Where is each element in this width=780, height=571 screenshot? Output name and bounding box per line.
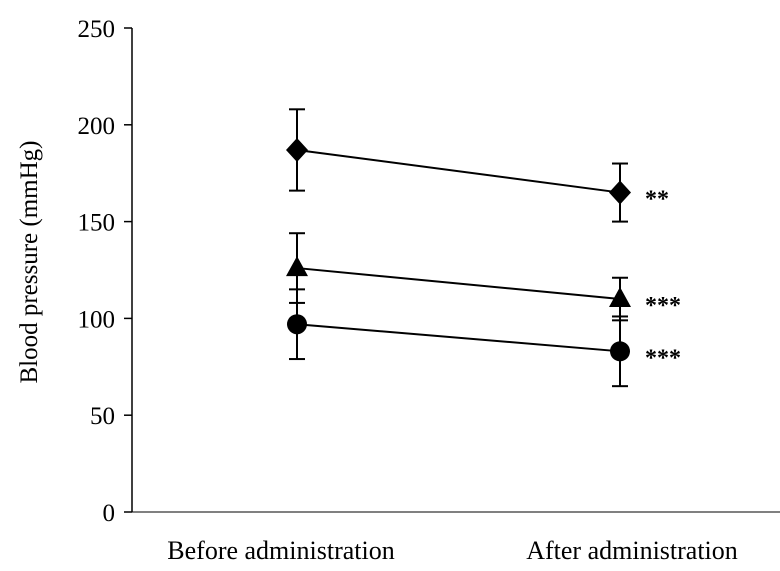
series-line — [296, 323, 621, 353]
data-point-circle — [287, 314, 307, 335]
data-point-triangle — [609, 287, 631, 308]
x-category-label: After administration — [526, 536, 738, 565]
data-point-circle — [610, 341, 630, 362]
data-point-diamond — [609, 180, 631, 205]
series-diamond: ** — [286, 108, 669, 223]
significance-label: *** — [645, 345, 681, 371]
y-tick-label: 0 — [103, 500, 116, 527]
x-category-label: Before administration — [167, 536, 394, 565]
significance-label: ** — [645, 187, 669, 213]
y-axis-label: Blood pressure (mmHg) — [16, 140, 43, 383]
y-tick-label: 50 — [90, 403, 115, 430]
data-point-diamond — [286, 137, 308, 162]
y-ticks: 0 50 100 150 200 250 — [78, 16, 132, 527]
data-point-triangle — [286, 256, 308, 277]
significance-label: *** — [645, 293, 681, 319]
series-circle: *** — [287, 288, 681, 388]
category-labels: Before administration After administratio… — [167, 536, 738, 565]
y-tick-label: 250 — [78, 16, 116, 43]
series-line — [296, 148, 621, 194]
series-line — [296, 267, 621, 301]
y-tick-label: 200 — [78, 113, 116, 140]
y-tick-label: 100 — [78, 306, 116, 333]
series-triangle: *** — [286, 232, 681, 322]
y-tick-label: 150 — [78, 210, 116, 237]
series-layer: ******** — [286, 108, 681, 388]
